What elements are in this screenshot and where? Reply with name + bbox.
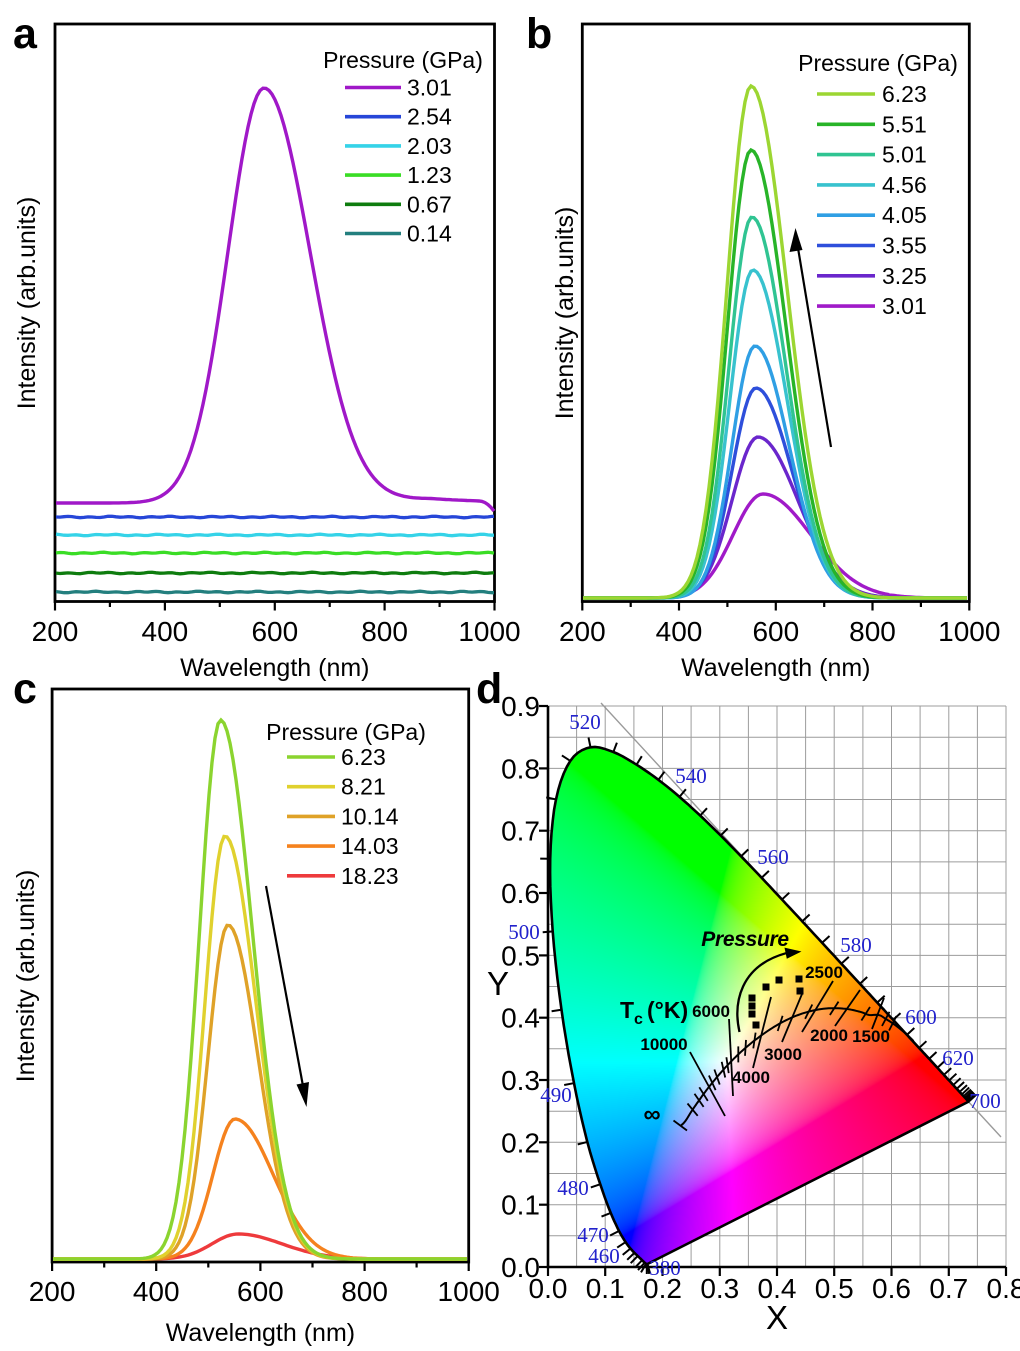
svg-text:c: c	[634, 1011, 643, 1028]
svg-text:Intensity (arb.units): Intensity (arb.units)	[12, 870, 40, 1083]
svg-text:8.21: 8.21	[341, 774, 386, 800]
svg-text:580: 580	[840, 933, 872, 957]
svg-text:480: 480	[557, 1176, 589, 1200]
svg-text:460: 460	[588, 1244, 620, 1268]
svg-text:0.6: 0.6	[501, 878, 540, 909]
svg-text:0.14: 0.14	[407, 221, 452, 247]
svg-text:2000: 2000	[810, 1026, 848, 1045]
svg-text:5.01: 5.01	[882, 142, 927, 168]
svg-text:0.3: 0.3	[501, 1065, 540, 1096]
svg-text:∞: ∞	[643, 1101, 660, 1128]
svg-text:10000: 10000	[640, 1035, 687, 1054]
svg-text:0.3: 0.3	[700, 1273, 739, 1304]
svg-text:0.1: 0.1	[501, 1190, 540, 1221]
svg-text:Intensity (arb.units): Intensity (arb.units)	[13, 197, 41, 410]
svg-text:3.01: 3.01	[882, 293, 927, 319]
svg-text:4000: 4000	[732, 1068, 770, 1087]
svg-text:800: 800	[341, 1276, 388, 1307]
svg-text:3.55: 3.55	[882, 233, 927, 259]
svg-text:200: 200	[29, 1276, 76, 1307]
svg-text:600: 600	[905, 1005, 937, 1029]
svg-text:Pressure (GPa): Pressure (GPa)	[323, 47, 483, 73]
svg-text:800: 800	[361, 616, 408, 647]
svg-text:490: 490	[540, 1083, 572, 1107]
svg-text:600: 600	[752, 616, 799, 647]
svg-text:500: 500	[508, 920, 540, 944]
svg-text:1000: 1000	[458, 616, 520, 647]
svg-text:1000: 1000	[438, 1276, 500, 1307]
svg-text:400: 400	[656, 616, 703, 647]
svg-text:0.5: 0.5	[815, 1273, 854, 1304]
svg-text:6.23: 6.23	[882, 81, 927, 107]
svg-text:0.7: 0.7	[501, 816, 540, 847]
svg-text:520: 520	[569, 710, 601, 734]
svg-text:200: 200	[32, 616, 79, 647]
svg-text:400: 400	[133, 1276, 180, 1307]
svg-text:(°K): (°K)	[647, 997, 688, 1023]
svg-text:0.6: 0.6	[872, 1273, 911, 1304]
svg-text:Wavelength (nm): Wavelength (nm)	[681, 654, 870, 682]
svg-text:0.8: 0.8	[501, 753, 540, 784]
svg-text:2.54: 2.54	[407, 104, 452, 130]
svg-text:c: c	[13, 665, 37, 713]
svg-text:1.23: 1.23	[407, 162, 452, 188]
svg-text:620: 620	[942, 1046, 974, 1070]
svg-text:a: a	[13, 10, 38, 58]
svg-text:3000: 3000	[764, 1045, 802, 1064]
svg-text:Intensity (arb.units): Intensity (arb.units)	[551, 207, 579, 420]
svg-text:3.01: 3.01	[407, 75, 452, 101]
svg-text:X: X	[766, 1299, 788, 1336]
svg-text:800: 800	[849, 616, 896, 647]
svg-text:Pressure (GPa): Pressure (GPa)	[798, 50, 958, 76]
svg-text:Wavelength (nm): Wavelength (nm)	[180, 654, 369, 682]
svg-text:0.1: 0.1	[586, 1273, 625, 1304]
svg-text:0.4: 0.4	[501, 1003, 540, 1034]
svg-text:6.23: 6.23	[341, 744, 386, 770]
svg-text:3.25: 3.25	[882, 263, 927, 289]
svg-text:0.5: 0.5	[501, 940, 540, 971]
svg-text:0.2: 0.2	[643, 1273, 682, 1304]
svg-text:560: 560	[757, 845, 789, 869]
svg-text:200: 200	[559, 616, 606, 647]
svg-text:b: b	[526, 10, 552, 58]
svg-text:Pressure: Pressure	[701, 928, 789, 951]
svg-text:0.8: 0.8	[987, 1273, 1020, 1304]
svg-text:400: 400	[142, 616, 189, 647]
svg-text:2500: 2500	[805, 963, 843, 982]
svg-text:4.56: 4.56	[882, 172, 927, 198]
svg-text:540: 540	[675, 764, 707, 788]
svg-text:700: 700	[969, 1089, 1001, 1113]
svg-text:10.14: 10.14	[341, 803, 399, 829]
svg-text:Y: Y	[487, 965, 509, 1002]
svg-text:0.9: 0.9	[501, 691, 540, 722]
svg-text:0.67: 0.67	[407, 191, 452, 217]
svg-text:0.0: 0.0	[501, 1252, 540, 1283]
svg-text:4.05: 4.05	[882, 202, 927, 228]
svg-text:1000: 1000	[938, 616, 1000, 647]
svg-text:470: 470	[577, 1223, 609, 1247]
svg-text:T: T	[620, 997, 634, 1023]
svg-text:0.4: 0.4	[758, 1273, 797, 1304]
svg-text:5.51: 5.51	[882, 111, 927, 137]
svg-text:2.03: 2.03	[407, 133, 452, 159]
svg-text:0.2: 0.2	[501, 1127, 540, 1158]
svg-text:Pressure (GPa): Pressure (GPa)	[266, 719, 426, 745]
svg-text:0.7: 0.7	[929, 1273, 968, 1304]
svg-text:6000: 6000	[692, 1002, 730, 1021]
svg-text:600: 600	[251, 616, 298, 647]
svg-text:600: 600	[237, 1276, 284, 1307]
svg-text:18.23: 18.23	[341, 863, 399, 889]
svg-text:Wavelength (nm): Wavelength (nm)	[166, 1319, 355, 1347]
svg-text:1500: 1500	[852, 1027, 890, 1046]
svg-text:d: d	[476, 665, 502, 713]
svg-text:14.03: 14.03	[341, 833, 399, 859]
svg-text:380: 380	[649, 1256, 681, 1280]
svg-text:0.0: 0.0	[529, 1273, 568, 1304]
